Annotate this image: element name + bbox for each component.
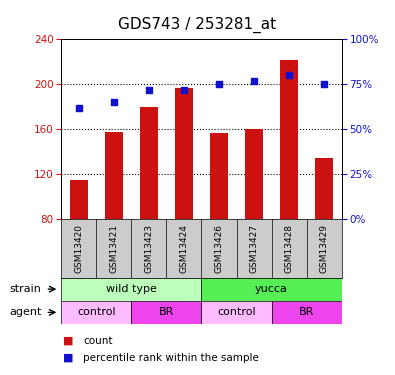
Bar [61, 301, 131, 324]
Text: GSM13429: GSM13429 [320, 224, 329, 273]
Point [251, 78, 257, 84]
Bar [272, 301, 342, 324]
Point [181, 87, 187, 93]
Bar [315, 158, 333, 219]
Point [216, 81, 222, 87]
Text: agent: agent [10, 308, 42, 317]
Text: GSM13427: GSM13427 [250, 224, 259, 273]
Text: GSM13420: GSM13420 [74, 224, 83, 273]
Text: ■: ■ [63, 336, 74, 346]
Text: GSM13426: GSM13426 [214, 224, 224, 273]
Text: GDS743 / 253281_at: GDS743 / 253281_at [118, 17, 276, 33]
Point [75, 105, 82, 111]
Text: wild type: wild type [106, 284, 157, 294]
Text: BR: BR [299, 308, 314, 317]
Bar [201, 301, 272, 324]
Text: ■: ■ [63, 353, 74, 363]
Point [111, 99, 117, 105]
Text: control: control [217, 308, 256, 317]
Text: strain: strain [10, 284, 42, 294]
Text: GSM13421: GSM13421 [109, 224, 118, 273]
Bar [175, 88, 193, 219]
Text: control: control [77, 308, 116, 317]
Bar [280, 60, 298, 219]
Bar [210, 133, 228, 219]
Point [286, 72, 292, 78]
Text: percentile rank within the sample: percentile rank within the sample [83, 353, 259, 363]
Text: GSM13428: GSM13428 [284, 224, 293, 273]
Bar [201, 278, 342, 301]
Point [321, 81, 327, 87]
Bar [70, 180, 88, 219]
Bar [61, 278, 201, 301]
Text: yucca: yucca [255, 284, 288, 294]
Text: BR: BR [159, 308, 174, 317]
Bar [105, 132, 122, 219]
Text: GSM13423: GSM13423 [144, 224, 153, 273]
Bar [245, 129, 263, 219]
Text: count: count [83, 336, 113, 346]
Text: GSM13424: GSM13424 [179, 224, 188, 273]
Bar [131, 301, 201, 324]
Point [146, 87, 152, 93]
Bar [140, 107, 158, 219]
